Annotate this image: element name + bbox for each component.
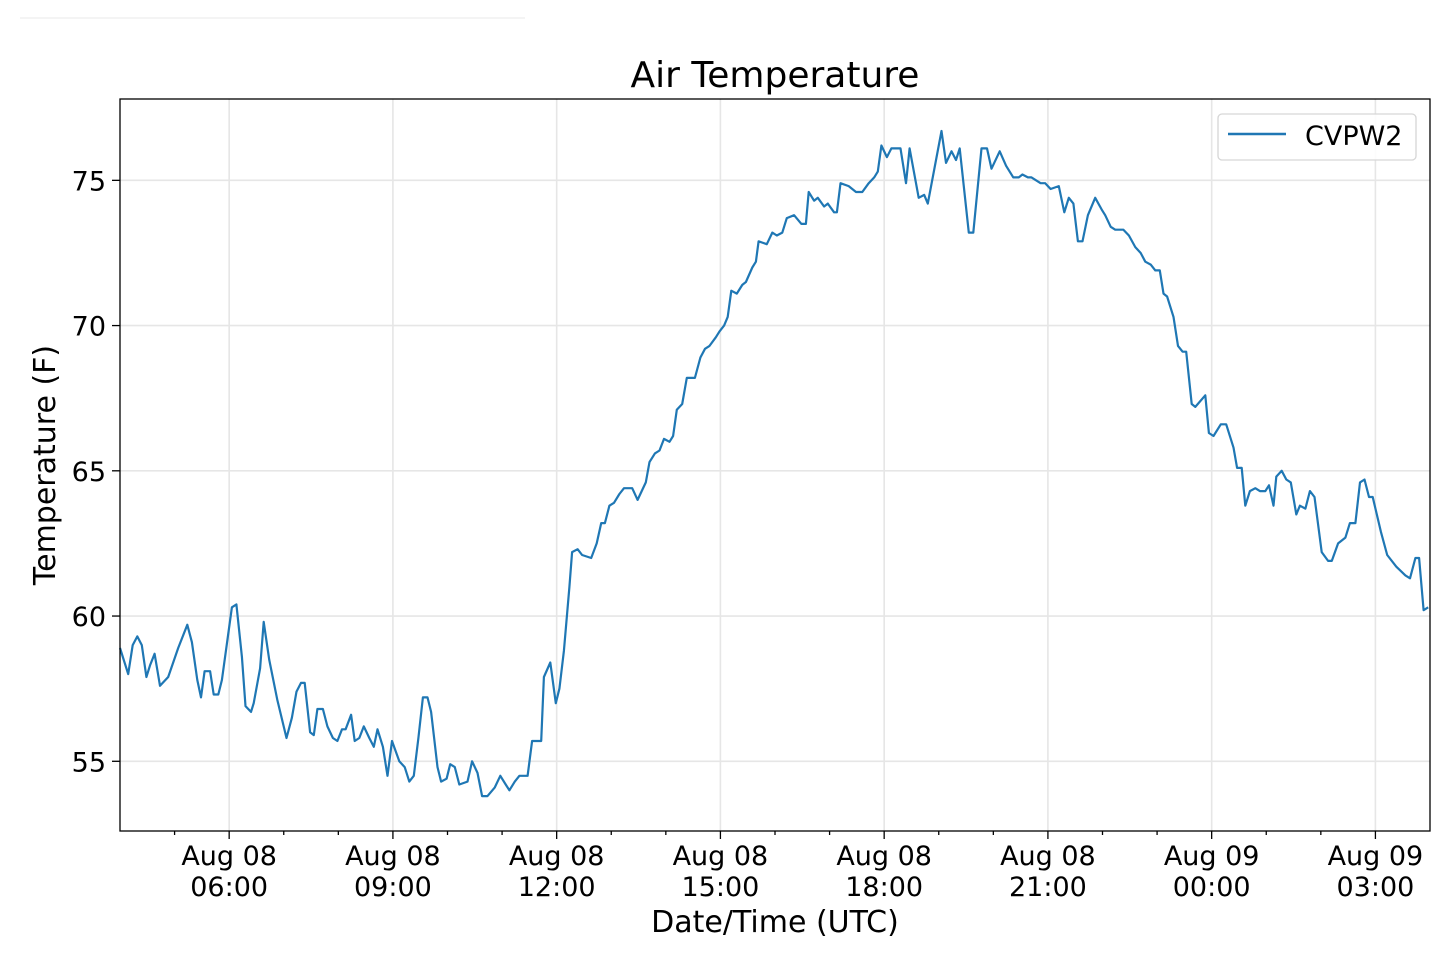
- legend-box: [1217, 113, 1417, 161]
- x-tick-label-date: Aug 08: [1000, 841, 1096, 872]
- grid-lines: [120, 99, 1430, 831]
- x-tick-label-date: Aug 08: [509, 841, 605, 872]
- y-axis-label: Temperature (F): [28, 345, 63, 586]
- x-tick-label-date: Aug 09: [1164, 841, 1260, 872]
- x-axis-label: Date/Time (UTC): [651, 905, 899, 940]
- x-tick-label-date: Aug 08: [345, 841, 441, 872]
- x-tick-label-date: Aug 08: [836, 841, 932, 872]
- legend: CVPW2: [1217, 113, 1417, 161]
- x-tick-label-time: 21:00: [1009, 872, 1087, 903]
- x-tick-label-time: 09:00: [354, 872, 432, 903]
- x-tick-label-date: Aug 09: [1328, 841, 1424, 872]
- chart-title: Air Temperature: [631, 55, 920, 96]
- x-tick-label-date: Aug 08: [673, 841, 769, 872]
- series-layer: [118, 129, 1429, 798]
- y-tick-label: 65: [72, 457, 106, 488]
- x-tick-label-time: 03:00: [1337, 872, 1415, 903]
- y-tick-label: 60: [72, 602, 106, 633]
- legend-label-cvpw2: CVPW2: [1305, 121, 1402, 152]
- series-line-cvpw2: [118, 129, 1429, 798]
- x-tick-label-time: 15:00: [682, 872, 760, 903]
- y-tick-label: 70: [72, 312, 106, 343]
- x-tick-label-time: 12:00: [518, 872, 596, 903]
- y-tick-label: 75: [72, 166, 106, 197]
- x-tick-label-time: 06:00: [190, 872, 268, 903]
- x-tick-label-date: Aug 08: [181, 841, 277, 872]
- y-tick-label: 55: [72, 747, 106, 778]
- x-tick-label-time: 00:00: [1173, 872, 1251, 903]
- x-tick-label-time: 18:00: [845, 872, 923, 903]
